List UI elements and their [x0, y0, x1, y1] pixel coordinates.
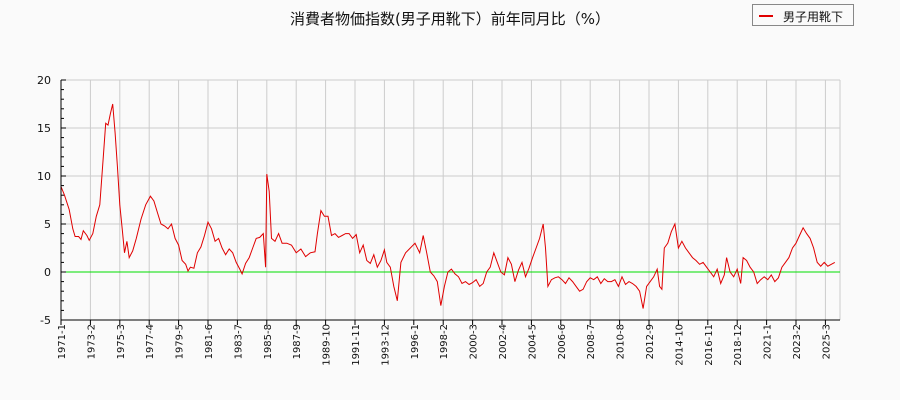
svg-text:10: 10: [37, 170, 51, 183]
svg-text:2018-12: 2018-12: [733, 324, 744, 366]
svg-text:1979-5: 1979-5: [175, 324, 186, 359]
svg-text:1985-8: 1985-8: [263, 324, 274, 359]
svg-text:1998-2: 1998-2: [439, 324, 450, 359]
svg-text:2014-10: 2014-10: [674, 324, 685, 366]
svg-text:20: 20: [37, 74, 51, 87]
svg-text:2021-1: 2021-1: [763, 324, 774, 359]
svg-text:1975-3: 1975-3: [116, 324, 127, 359]
svg-text:1987-9: 1987-9: [292, 324, 303, 359]
x-axis-ticks: 1971-1 1973-2 1975-3 1977-4 1979-5 1981-6 1983…: [57, 320, 832, 366]
svg-text:1981-6: 1981-6: [204, 324, 215, 359]
svg-text:2006-6: 2006-6: [557, 324, 568, 359]
svg-text:0: 0: [44, 266, 51, 279]
grid-lines: [61, 79, 841, 321]
legend: 男子用靴下: [752, 4, 854, 26]
svg-text:5: 5: [44, 218, 51, 231]
chart-title: 消費者物価指数(男子用靴下）前年同月比（%）: [289, 10, 611, 28]
svg-text:1996-1: 1996-1: [410, 324, 421, 359]
svg-text:1983-7: 1983-7: [233, 324, 244, 359]
svg-text:2008-7: 2008-7: [586, 324, 597, 359]
legend-line-icon: [759, 15, 773, 17]
svg-text:2023-2: 2023-2: [792, 324, 803, 359]
y-axis-ticks: 20 15 10 5 0 -5: [37, 74, 51, 327]
svg-text:1977-4: 1977-4: [145, 324, 156, 359]
svg-text:1989-10: 1989-10: [322, 324, 333, 366]
svg-text:2002-4: 2002-4: [498, 324, 509, 359]
svg-text:2010-8: 2010-8: [616, 324, 627, 359]
svg-text:2012-9: 2012-9: [645, 324, 656, 359]
svg-text:15: 15: [37, 122, 51, 135]
svg-text:2025-3: 2025-3: [821, 324, 832, 359]
svg-text:1993-12: 1993-12: [380, 324, 391, 366]
svg-text:2000-3: 2000-3: [469, 324, 480, 359]
svg-text:2016-11: 2016-11: [704, 324, 715, 366]
axes: [60, 79, 840, 321]
svg-text:-5: -5: [40, 314, 51, 327]
svg-text:2004-5: 2004-5: [527, 324, 538, 359]
svg-text:1971-1: 1971-1: [57, 324, 68, 359]
legend-label: 男子用靴下: [783, 10, 844, 24]
svg-text:1973-2: 1973-2: [86, 324, 97, 359]
series-line: [60, 103, 836, 309]
svg-text:1991-11: 1991-11: [351, 324, 362, 366]
